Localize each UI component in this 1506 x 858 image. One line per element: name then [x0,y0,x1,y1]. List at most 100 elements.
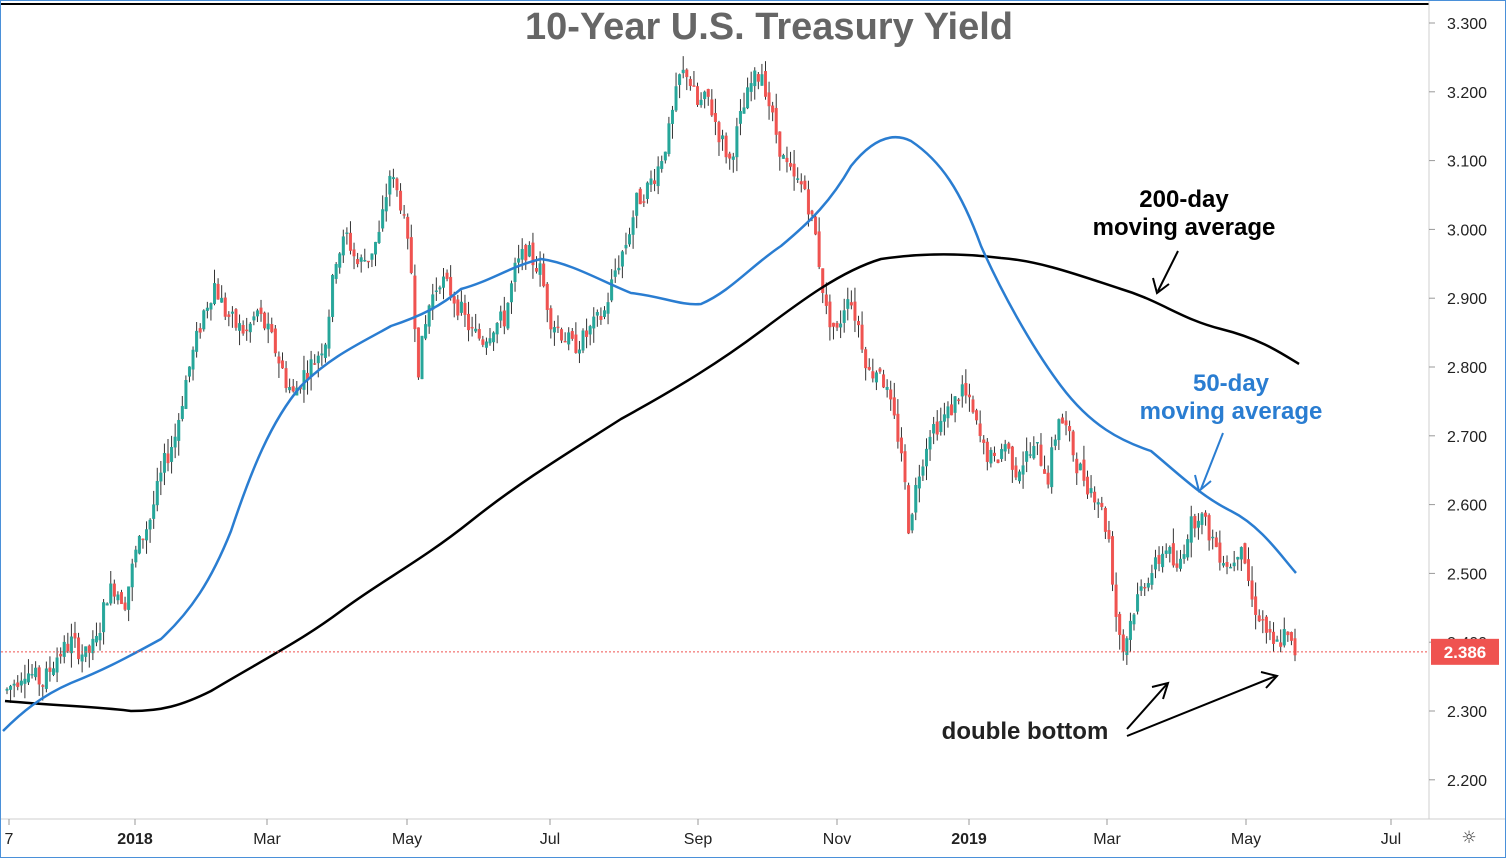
candle [102,598,106,645]
candle-body [9,685,13,690]
candle [230,306,234,328]
candle [660,155,664,173]
candle-body [645,182,649,200]
candle-body [44,668,48,689]
candle [1279,629,1283,653]
candle [760,63,764,86]
candle [1272,622,1276,652]
candle [488,328,492,346]
candle [245,317,249,341]
candle-body [130,563,134,588]
candle-body [552,327,556,333]
candle-body [366,260,370,263]
candle [1207,513,1211,551]
candle-body [971,399,975,413]
candle-body [710,99,714,116]
candle-body [1075,458,1079,474]
candle [635,192,639,229]
candle-body [771,105,775,113]
x-axis: 7 2018 Mar May Jul Sep Nov 2019 Mar May Jul [5,819,1401,848]
candle [513,257,517,292]
candle [1161,546,1165,573]
candle-body [16,682,20,687]
candle-body [1268,629,1272,633]
candle [434,277,438,301]
candle [420,335,424,380]
candle [499,305,503,328]
candle [48,656,52,682]
candle [377,220,381,244]
candle-body [1193,515,1197,529]
candle-body [255,310,259,317]
candle-body [470,326,474,329]
candle-body [957,399,961,401]
candle [1068,420,1072,442]
candle-body [348,232,352,251]
candle-body [1171,543,1175,566]
candle [1157,546,1161,572]
candle-body [1132,614,1136,625]
candle-body [978,423,982,437]
x-tick-label: 2019 [951,831,987,848]
candle-body [950,404,954,416]
candle-body [456,299,460,316]
candle-body [799,181,803,185]
candle-body [585,330,589,337]
candle-body [1279,642,1283,647]
candle-body [821,268,825,294]
candle-body [238,323,242,331]
candle [388,170,392,207]
candle [313,354,317,365]
candle-body [1032,446,1036,459]
candle-body [878,368,882,372]
candle [864,346,868,381]
candle-body [663,151,667,161]
candle-body [681,69,685,74]
candle [867,358,871,371]
candle [1204,510,1208,526]
candle-body [817,231,821,268]
candle [799,173,803,193]
candle-body [842,310,846,323]
candle-body [1089,488,1093,494]
y-tick-label: 3.200 [1447,85,1487,102]
candle [552,320,556,346]
candle-body [302,370,306,390]
candle [170,435,174,474]
candle-body [434,290,438,292]
candle-body [674,86,678,111]
candle-body [288,386,292,391]
candle-body [903,451,907,483]
candle-body [1139,586,1143,591]
candle-body [1250,580,1254,600]
candle [878,367,882,374]
candle [731,152,735,173]
candle-body [1039,444,1043,466]
candle [567,327,571,351]
y-tick-label: 2.800 [1447,360,1487,377]
candle-body [427,305,431,327]
candle-body [1264,616,1268,633]
candle [331,273,335,323]
candle [642,194,646,207]
candle [896,399,900,449]
candle [1050,436,1054,494]
candle [416,327,420,380]
candle-body [374,241,378,255]
candle [320,343,324,366]
candle [874,370,878,391]
candle [26,659,30,686]
candle-body [896,413,900,442]
candle-body [230,311,234,314]
candle-body [395,178,399,191]
candle-body [467,313,471,331]
candle-body [109,583,113,604]
gear-icon[interactable]: ☼ [1461,828,1477,848]
double-bottom-arrows [1126,671,1279,737]
candle-body [953,396,957,413]
candle-body [864,349,868,369]
candle-body [1028,454,1032,456]
candle [370,253,374,268]
candle-body [899,437,903,454]
